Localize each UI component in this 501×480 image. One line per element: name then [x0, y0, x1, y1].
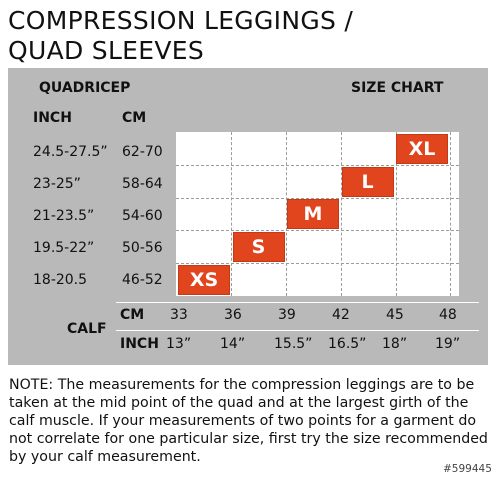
page-title-line-2: QUAD SLEEVES [8, 36, 205, 65]
calf-divider-1 [116, 330, 479, 331]
grid-column-line [396, 132, 397, 296]
grid-column-line [231, 132, 232, 296]
calf-divider-0 [116, 302, 479, 303]
quadricep-inch-3: 19.5-22” [33, 240, 95, 256]
calf-cm-value-3: 42 [332, 307, 350, 323]
size-box-xl: XL [396, 133, 448, 164]
grid-column-line [286, 132, 287, 296]
size-box-xs: XS [178, 265, 230, 295]
quadricep-cm-4: 46-52 [122, 272, 163, 288]
watermark: #599445 [443, 463, 492, 475]
calf-inch-value-4: 18” [382, 336, 408, 352]
inch-header: INCH [33, 110, 72, 126]
grid-column-line [450, 132, 451, 296]
quadricep-cm-3: 50-56 [122, 240, 163, 256]
calf-inch-value-0: 13” [166, 336, 192, 352]
size-box-s: S [232, 232, 285, 263]
calf-cm-value-4: 45 [386, 307, 404, 323]
page-title-line-1: COMPRESSION LEGGINGS / [8, 6, 354, 35]
calf-inch-label: INCH [120, 336, 159, 352]
size-grid: XS S M L XL [176, 132, 459, 296]
calf-cm-value-0: 33 [170, 307, 188, 323]
quadricep-cm-1: 58-64 [122, 176, 163, 192]
grid-row-line [176, 197, 459, 199]
calf-inch-value-2: 15.5” [274, 336, 313, 352]
size-chart-label: SIZE CHART [351, 80, 444, 96]
quadricep-inch-1: 23-25” [33, 176, 81, 192]
calf-inch-value-1: 14” [220, 336, 246, 352]
grid-row-line [176, 164, 459, 166]
quadricep-inch-4: 18-20.5 [33, 272, 88, 288]
size-box-l: L [341, 166, 394, 197]
quadricep-inch-2: 21-23.5” [33, 208, 95, 224]
quadricep-inch-0: 24.5-27.5” [33, 144, 108, 160]
grid-row-line [176, 230, 459, 232]
quadricep-cm-2: 54-60 [122, 208, 163, 224]
calf-cm-value-5: 48 [439, 307, 457, 323]
quadricep-label: QUADRICEP [39, 80, 131, 96]
size-box-m: M [287, 199, 339, 230]
calf-label: CALF [67, 321, 107, 337]
cm-header: CM [122, 110, 147, 126]
grid-row-line [176, 263, 459, 265]
grid-column-line [341, 132, 342, 296]
measurement-note: NOTE: The measurements for the compressi… [9, 377, 488, 465]
calf-inch-value-5: 19” [435, 336, 461, 352]
calf-cm-label: CM [120, 307, 145, 323]
calf-cm-value-2: 39 [278, 307, 296, 323]
calf-cm-value-1: 36 [224, 307, 242, 323]
quadricep-cm-0: 62-70 [122, 144, 163, 160]
calf-inch-value-3: 16.5” [328, 336, 367, 352]
